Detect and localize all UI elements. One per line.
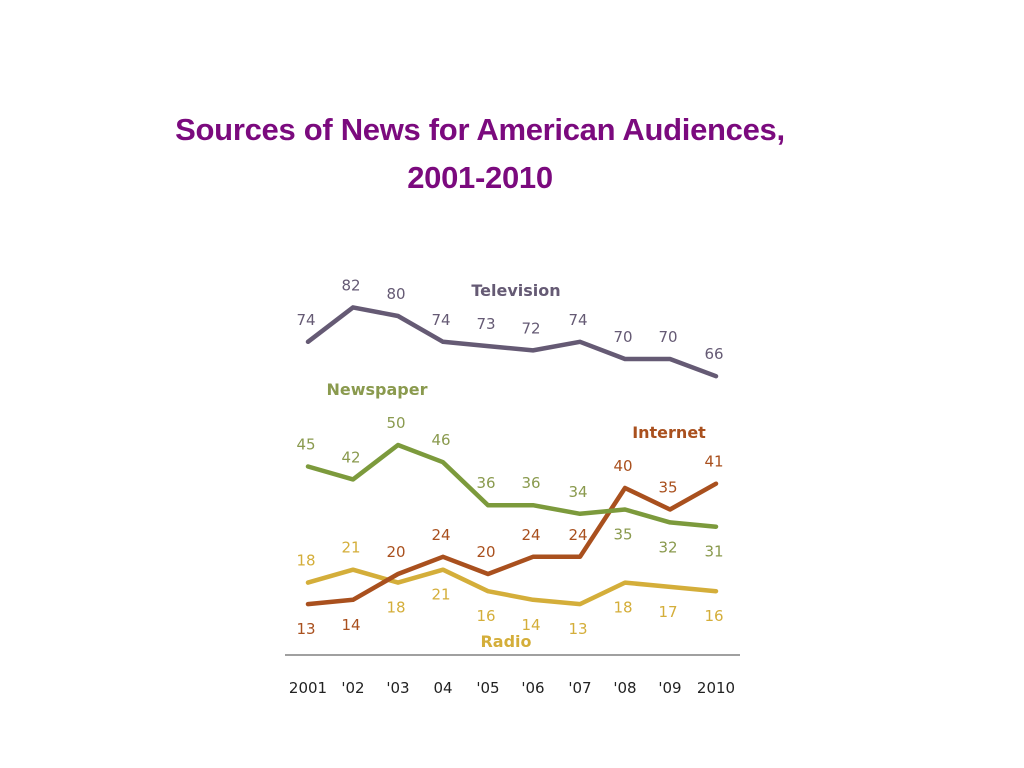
x-tick-label: '07 <box>568 679 591 697</box>
data-label-internet: 24 <box>521 526 540 544</box>
data-label-internet: 35 <box>658 479 677 497</box>
x-tick-label: 2001 <box>289 679 327 697</box>
data-label-television: 80 <box>386 285 405 303</box>
series-line-radio <box>305 567 719 607</box>
data-label-television: 66 <box>704 345 723 363</box>
x-tick-label: 2010 <box>697 679 735 697</box>
series-name-internet: Internet <box>632 423 706 442</box>
data-label-radio: 13 <box>568 620 587 638</box>
series-name-television: Television <box>471 281 560 300</box>
data-label-television: 82 <box>341 276 360 294</box>
data-label-newspaper: 31 <box>704 543 723 561</box>
x-tick-label: '09 <box>658 679 681 697</box>
data-label-television: 73 <box>476 315 495 333</box>
data-label-radio: 21 <box>341 539 360 557</box>
x-tick-label: '02 <box>341 679 364 697</box>
chart-title-line-1: Sources of News for American Audiences, <box>175 112 785 147</box>
series-line-internet <box>305 481 719 607</box>
data-label-internet: 40 <box>613 457 632 475</box>
data-label-television: 74 <box>296 311 315 329</box>
data-label-newspaper: 45 <box>296 436 315 454</box>
data-label-radio: 14 <box>521 616 540 634</box>
data-label-newspaper: 32 <box>658 538 677 556</box>
data-label-internet: 20 <box>386 543 405 561</box>
data-label-television: 74 <box>431 311 450 329</box>
data-label-internet: 24 <box>431 526 450 544</box>
series-line-television <box>305 305 719 379</box>
data-label-television: 74 <box>568 311 587 329</box>
x-tick-label: '06 <box>521 679 544 697</box>
data-label-newspaper: 35 <box>613 526 632 544</box>
series-name-radio: Radio <box>480 632 531 651</box>
series-name-newspaper: Newspaper <box>327 380 428 399</box>
data-label-newspaper: 34 <box>568 483 587 501</box>
data-label-radio: 18 <box>386 599 405 617</box>
series-line-newspaper <box>305 442 719 529</box>
data-label-internet: 20 <box>476 543 495 561</box>
x-tick-label: '08 <box>613 679 636 697</box>
data-label-radio: 18 <box>613 599 632 617</box>
data-label-radio: 21 <box>431 586 450 604</box>
x-tick-label: '03 <box>386 679 409 697</box>
data-label-internet: 24 <box>568 526 587 544</box>
x-tick-label: 04 <box>433 679 452 697</box>
data-label-newspaper: 50 <box>386 414 405 432</box>
data-label-radio: 17 <box>658 603 677 621</box>
data-label-newspaper: 36 <box>476 474 495 492</box>
data-label-newspaper: 46 <box>431 431 450 449</box>
data-label-television: 70 <box>613 328 632 346</box>
x-tick-label: '05 <box>476 679 499 697</box>
data-label-newspaper: 42 <box>341 448 360 466</box>
data-label-television: 72 <box>521 319 540 337</box>
data-label-radio: 18 <box>296 552 315 570</box>
data-label-internet: 41 <box>704 453 723 471</box>
data-label-internet: 14 <box>341 616 360 634</box>
data-label-internet: 13 <box>296 620 315 638</box>
data-label-radio: 16 <box>704 607 723 625</box>
chart-title-line-2: 2001-2010 <box>407 160 553 195</box>
data-label-radio: 16 <box>476 607 495 625</box>
data-label-television: 70 <box>658 328 677 346</box>
data-label-newspaper: 36 <box>521 474 540 492</box>
